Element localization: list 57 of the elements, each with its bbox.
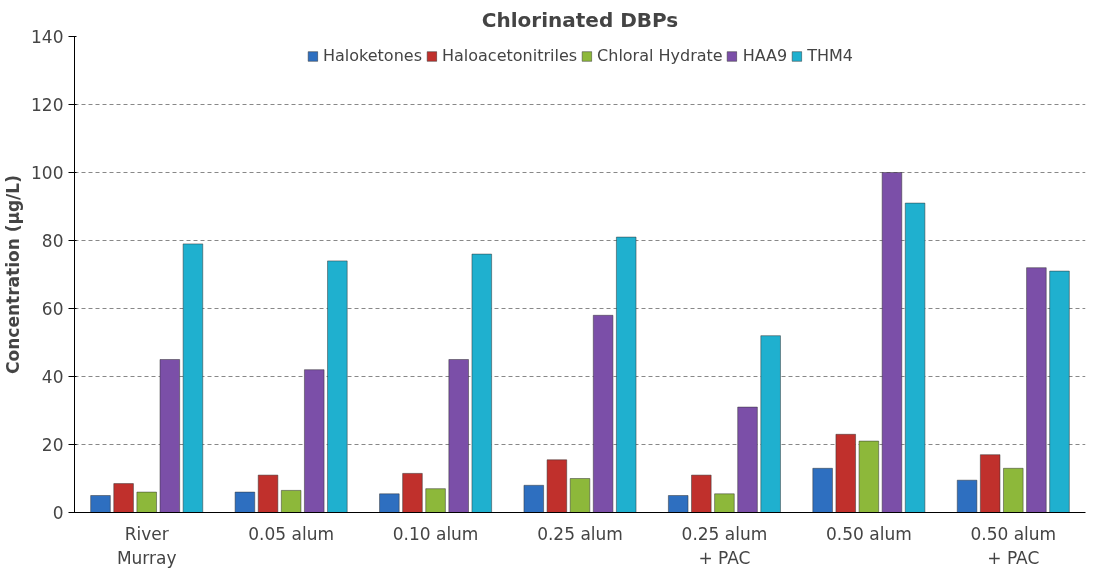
x-tick-label: 0.25 alum — [537, 523, 623, 544]
bar — [668, 495, 689, 513]
legend-label: HAA9 — [742, 46, 788, 65]
bar — [304, 369, 325, 513]
x-tick-label: 0.25 alum + PAC — [681, 523, 768, 568]
bar — [760, 335, 781, 513]
y-tick-label: 100 — [31, 163, 64, 183]
y-tick-label: 120 — [31, 95, 64, 115]
bar — [327, 260, 348, 513]
bar — [402, 473, 423, 513]
bar — [980, 454, 1001, 513]
legend-label: Haloketones — [322, 46, 422, 65]
y-tick-label: 60 — [41, 299, 64, 319]
legend-label: THM4 — [807, 46, 854, 65]
bar — [737, 406, 758, 513]
bar — [957, 479, 978, 513]
bar — [136, 491, 157, 513]
legend-label: Chloral Hydrate — [597, 46, 723, 65]
bar — [448, 359, 469, 513]
x-tick-label: 0.05 alum — [248, 523, 335, 544]
y-axis-title: Concentration (µg/L) — [3, 175, 24, 374]
bar — [593, 315, 614, 513]
bar — [379, 493, 400, 513]
y-tick-label: 140 — [31, 27, 64, 47]
bar — [1049, 270, 1070, 513]
legend-label: Haloacetonitriles — [441, 46, 578, 65]
bar — [257, 474, 279, 513]
bar — [881, 172, 903, 513]
bar — [113, 483, 134, 513]
bar — [546, 459, 567, 513]
chart-title: Chlorinated DBPs — [481, 7, 679, 32]
bar — [858, 440, 879, 513]
y-tick-label: 40 — [41, 367, 64, 387]
bar — [425, 488, 446, 513]
bar — [569, 478, 591, 513]
bar — [905, 202, 926, 513]
y-tick-label: 20 — [41, 435, 64, 455]
bar — [835, 434, 856, 513]
bar — [523, 485, 544, 513]
bar — [1026, 267, 1047, 513]
x-tick-label: 0.10 alum — [392, 523, 479, 544]
x-tick-label: 0.50 alum + PAC — [970, 523, 1057, 568]
y-tick-label: 0 — [52, 503, 64, 523]
bar — [182, 243, 203, 513]
bar — [691, 474, 712, 513]
bar — [159, 359, 180, 513]
bar — [90, 495, 111, 513]
x-tick-label: 0.50 alum — [825, 523, 912, 544]
bar — [471, 253, 492, 513]
y-tick-label: 80 — [41, 231, 64, 251]
x-tick-label: River Murray — [116, 523, 177, 568]
bar — [1003, 468, 1024, 513]
bar — [812, 468, 833, 513]
bar — [616, 236, 637, 513]
bar — [714, 493, 735, 513]
bar — [234, 491, 255, 513]
bar — [281, 490, 302, 513]
